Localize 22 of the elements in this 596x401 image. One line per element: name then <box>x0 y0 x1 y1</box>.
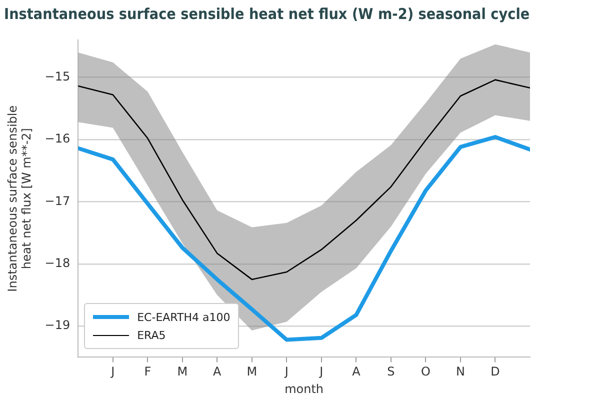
y-tick-label: −17 <box>44 194 70 208</box>
y-tick-label: −18 <box>44 256 70 270</box>
x-tick-label: F <box>144 364 152 379</box>
y-tick-label: −19 <box>44 318 70 332</box>
legend-label: EC-EARTH4 a100 <box>137 310 230 324</box>
x-tick-label: M <box>177 364 188 379</box>
x-tick-label: D <box>490 364 500 379</box>
x-tick-label: J <box>318 364 324 379</box>
x-tick-label: N <box>456 364 465 379</box>
x-tick-label: A <box>352 364 362 379</box>
x-axis-title: month <box>284 382 324 396</box>
y-tick-label: −15 <box>44 69 70 84</box>
chart-title: Instantaneous surface sensible heat net flux (W m-2) seasonal cycle <box>4 6 530 24</box>
x-tick-label: J <box>284 364 288 379</box>
x-tick-label: S <box>387 364 395 379</box>
legend-label: ERA5 <box>137 328 166 342</box>
y-axis-title: Instantaneous surface sensible heat net flux [W m**-2] <box>5 105 34 292</box>
x-tick-label: J <box>110 364 115 379</box>
x-tick-label: O <box>420 364 430 379</box>
x-tick-label: A <box>213 364 222 379</box>
y-tick-label: −16 <box>44 132 70 146</box>
x-tick-label: M <box>246 364 258 379</box>
